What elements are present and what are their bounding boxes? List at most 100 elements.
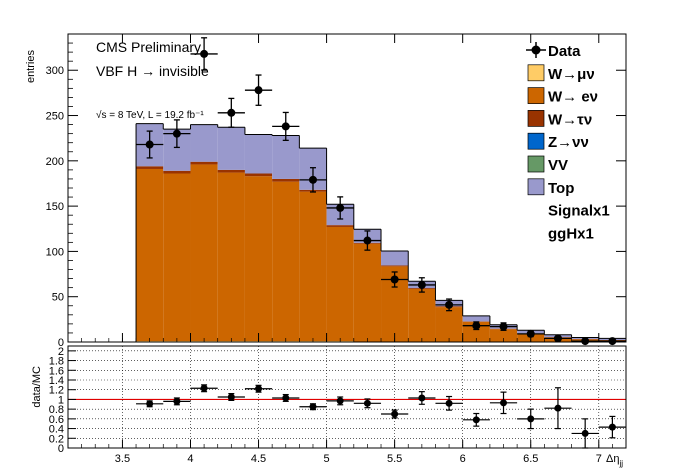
- bar-we-6: [299, 191, 327, 342]
- bar-w-3: [217, 169, 245, 173]
- ratio-point-14: [527, 415, 535, 423]
- bar-w-4: [244, 173, 273, 177]
- bar-we-5: [272, 181, 300, 342]
- bar-we-10: [408, 289, 436, 342]
- ratio-ytick-label-6: 1.2: [49, 385, 64, 397]
- data-point-6: [308, 175, 317, 184]
- legend-label-1: W→ eν: [548, 89, 598, 106]
- top-ytick-label-5: 250: [46, 111, 64, 123]
- legend-label-3: Z→νν: [548, 134, 589, 151]
- top-ytick-label-6: 300: [46, 65, 64, 77]
- ratio-ylabel: data/MC: [31, 366, 43, 408]
- annotation-lumi: √s = 8 TeV, L = 19.2 fb⁻¹: [96, 109, 204, 121]
- ratio-xtick-label-0: 3.5: [115, 453, 130, 465]
- data-point-3: [227, 108, 236, 117]
- top-ytick-label-2: 100: [46, 246, 64, 258]
- ratio-ytick-label-3: 0.6: [49, 414, 64, 426]
- legend-data-label: Data: [548, 43, 581, 60]
- ratio-point-2: [200, 384, 208, 392]
- annotation-experiment: CMS Preliminary: [96, 39, 201, 55]
- ratio-point-8: [363, 399, 371, 407]
- bar-top-4: [244, 134, 273, 174]
- data-point-8: [363, 236, 372, 245]
- bar-we-11: [435, 307, 463, 342]
- bar-w-9: [381, 265, 409, 267]
- ratio-xtick-label-4: 5.5: [387, 453, 402, 465]
- ratio-xtick-label-3: 5: [324, 453, 330, 465]
- data-point-12: [472, 321, 481, 330]
- bar-top-12: [462, 315, 490, 322]
- ratio-ytick-label-2: 0.4: [49, 424, 64, 436]
- legend-swatch-2: [527, 110, 545, 127]
- ratio-point-13: [500, 399, 508, 407]
- annotation-process: VBF H → invisible: [96, 63, 209, 79]
- ratio-ytick-label-7: 1.4: [49, 375, 64, 387]
- bar-w-1: [163, 170, 191, 174]
- ratio-xtick-label-1: 4: [187, 453, 193, 465]
- x-axis-label: Δηjj: [606, 453, 623, 468]
- legend-swatch-1: [527, 87, 545, 104]
- ratio-point-10: [418, 394, 426, 402]
- legend-extra-0: Signalx1: [548, 203, 610, 220]
- ratio-point-9: [391, 410, 399, 418]
- data-point-0: [145, 140, 154, 149]
- ratio-point-15: [554, 404, 562, 412]
- data-point-1: [172, 129, 181, 138]
- ratio-point-3: [227, 393, 235, 401]
- legend-swatch-4: [527, 155, 545, 173]
- ratio-point-0: [146, 400, 154, 408]
- bar-top-5: [272, 135, 300, 179]
- bar-we-12: [462, 321, 490, 342]
- top-ytick-label-4: 200: [46, 156, 64, 168]
- ratio-xtick-label-5: 6: [460, 453, 466, 465]
- ratio-ytick-label-1: 0.2: [49, 433, 64, 445]
- ratio-ytick-label-0: 0: [58, 443, 64, 455]
- ratio-point-4: [255, 385, 263, 393]
- data-point-9: [390, 275, 399, 284]
- ratio-ytick-label-9: 1.8: [49, 356, 64, 368]
- data-point-11: [445, 300, 454, 309]
- data-point-13: [499, 322, 508, 331]
- bar-we-4: [244, 176, 273, 342]
- legend-swatch-3: [527, 132, 545, 150]
- bar-top-2: [190, 124, 218, 162]
- legend-label-2: W→τν: [548, 111, 592, 128]
- ratio-ytick-label-4: 0.8: [49, 404, 64, 416]
- legend-label-5: Top: [548, 180, 574, 197]
- ratio-point-1: [173, 397, 181, 405]
- legend-swatch-0: [527, 64, 545, 82]
- legend-extra-1: ggHx1: [548, 225, 594, 242]
- bar-we-0: [136, 168, 164, 342]
- bar-w-2: [190, 161, 218, 165]
- bar-we-1: [163, 173, 191, 342]
- legend-swatch-5: [527, 178, 545, 196]
- ratio-xtick-label-7: 7: [596, 453, 602, 465]
- ratio-point-16: [581, 429, 589, 437]
- ratio-point-12: [472, 416, 480, 424]
- ratio-xtick-label-2: 4.5: [251, 453, 266, 465]
- ratio-xtick-label-6: 6.5: [523, 453, 538, 465]
- data-point-10: [417, 280, 426, 289]
- bar-we-3: [217, 172, 245, 342]
- top-ylabel: entries: [25, 50, 37, 84]
- bar-we-8: [353, 243, 382, 342]
- ratio-plot-frame: [67, 345, 627, 449]
- data-point-4: [254, 86, 263, 95]
- ratio-ytick-label-5: 1: [58, 394, 64, 406]
- legend-data-marker: [531, 45, 541, 55]
- ratio-point-7: [336, 397, 344, 405]
- ratio-ytick-label-10: 2: [58, 346, 64, 358]
- top-ytick-label-0: 0: [58, 337, 64, 349]
- ratio-ytick-label-8: 1.6: [49, 365, 64, 377]
- ratio-point-11: [445, 399, 453, 407]
- data-point-7: [336, 203, 345, 212]
- data-point-5: [281, 122, 290, 131]
- bar-w-0: [136, 166, 164, 169]
- ratio-point-5: [282, 394, 290, 402]
- bar-we-2: [190, 164, 218, 342]
- bar-w-5: [272, 178, 300, 182]
- bar-top-3: [217, 127, 245, 170]
- bar-we-7: [326, 226, 354, 342]
